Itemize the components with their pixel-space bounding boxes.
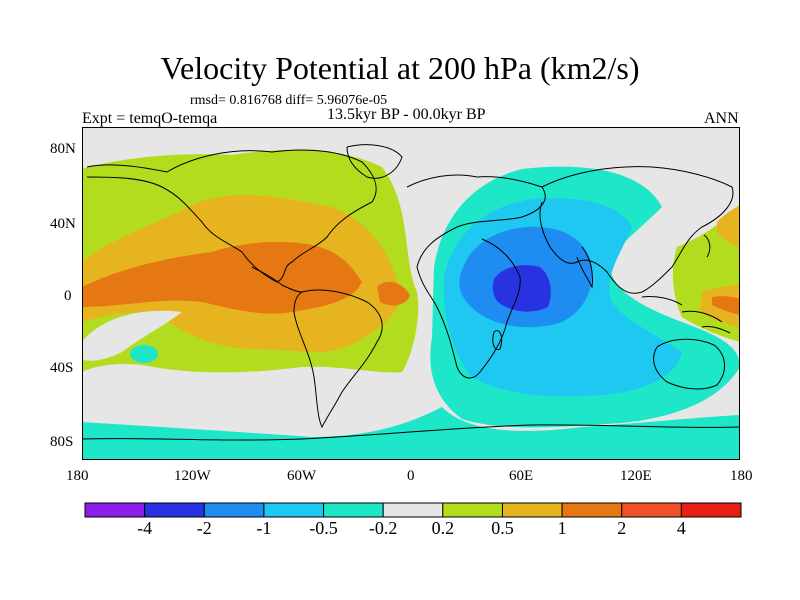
contour-neutral-pacific: [82, 310, 182, 361]
colorbar-label: -4: [137, 518, 153, 538]
coastlines: [82, 144, 740, 441]
colorbar-label: -0.2: [368, 518, 398, 538]
colorbar-box-9: [621, 502, 682, 518]
season-label: ANN: [704, 110, 739, 127]
colorbar-box-8: [561, 502, 623, 518]
colorbar-box-1: [144, 502, 205, 518]
contour-positive-1-brazil: [377, 281, 410, 306]
lon-label-0: 0: [407, 468, 415, 484]
colorbar-label: 4: [676, 518, 686, 538]
colorbar-box-0: [84, 502, 146, 518]
lat-label-40n: 40N: [50, 216, 76, 232]
colorbar-box-7: [501, 502, 563, 518]
colorbar-box-6: [442, 502, 503, 518]
colorbar-label: 1: [557, 518, 567, 538]
lon-label-180e: 180: [730, 468, 753, 484]
contour-positive-1-east: [712, 296, 740, 315]
contour-positive-0.5-ne: [717, 205, 740, 247]
lat-label-80s: 80S: [50, 434, 74, 450]
colorbar-box-4: [323, 502, 384, 518]
map-frame: [82, 127, 740, 460]
lon-label-180w: 180: [66, 468, 89, 484]
colorbar-box-2: [203, 502, 265, 518]
contour-negative-2: [492, 265, 551, 312]
time-period: 13.5kyr BP - 00.0kyr BP: [327, 106, 486, 123]
lon-label-120e: 120E: [620, 468, 652, 484]
colorbar-label: -2: [196, 518, 212, 538]
colorbar-label: -1: [256, 518, 272, 538]
lon-label-60e: 60E: [509, 468, 534, 484]
colorbar-label: 0.2: [431, 518, 455, 538]
lat-label-80n: 80N: [50, 141, 76, 157]
contour-negative-pacific: [130, 345, 158, 363]
colorbar-box-3: [263, 502, 325, 518]
colorbar-label: 2: [617, 518, 627, 538]
experiment-label: Expt = temqO-temqa: [82, 110, 218, 127]
rmsd-stats: rmsd= 0.816768 diff= 5.96076e-05: [190, 93, 388, 108]
lat-label-40s: 40S: [50, 360, 74, 376]
lon-label-60w: 60W: [287, 468, 317, 484]
colorbar-label: -0.5: [309, 518, 338, 538]
colorbar-box-5: [382, 502, 444, 518]
map-title: Velocity Potential at 200 hPa (km2/s): [160, 50, 640, 86]
contour-positive-1: [82, 241, 362, 314]
lon-label-120w: 120W: [174, 468, 211, 484]
velocity-potential-map: [82, 127, 740, 460]
colorbar-box-10: [680, 502, 742, 518]
lat-label-equator: 0: [64, 288, 72, 304]
colorbar: [84, 502, 742, 518]
contour-negative-southern: [82, 407, 740, 460]
colorbar-label: 0.5: [491, 518, 514, 538]
